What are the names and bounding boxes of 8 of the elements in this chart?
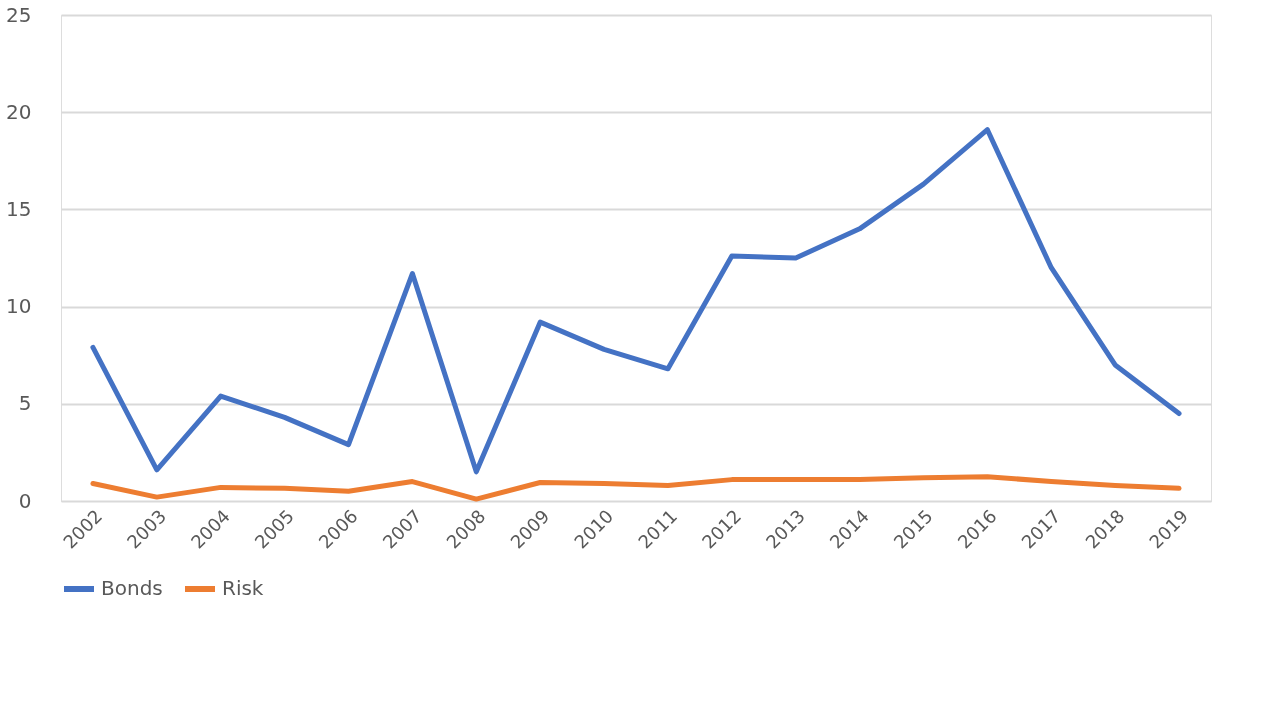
y-tick-label: 0 [18, 488, 32, 513]
y-tick-label: 20 [6, 99, 32, 124]
y-tick-label: 25 [6, 2, 32, 27]
legend-label: Risk [222, 576, 264, 600]
y-tick-label: 10 [6, 294, 32, 319]
y-tick-label: 15 [6, 196, 32, 221]
legend-label: Bonds [101, 576, 163, 600]
y-tick-label: 5 [18, 391, 32, 416]
